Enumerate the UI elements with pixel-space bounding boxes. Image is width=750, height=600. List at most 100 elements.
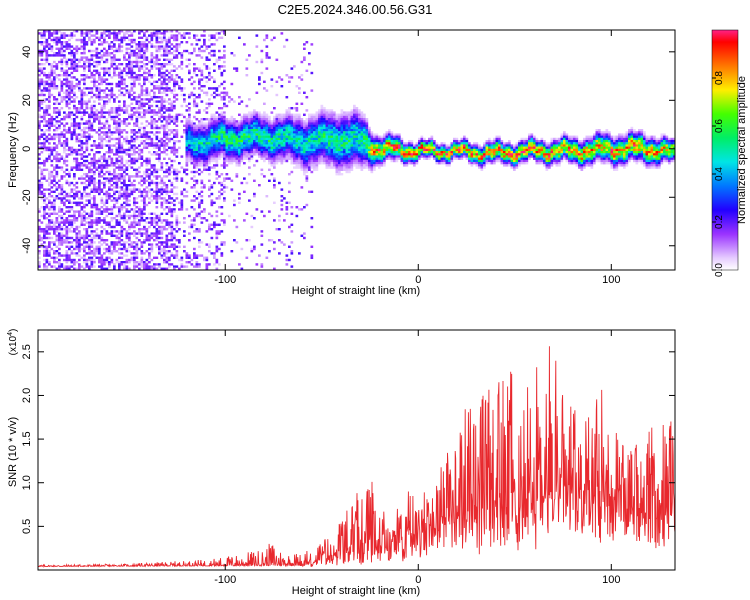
heatmap-cell [73,263,76,266]
heatmap-cell [265,131,269,134]
heatmap-cell [128,234,131,237]
heatmap-cell [235,144,239,147]
heatmap-cell [48,129,51,132]
heatmap-cell [188,126,191,130]
heatmap-cell [285,113,289,116]
heatmap-cell [73,173,76,176]
heatmap-cell [175,113,179,116]
heatmap-cell [218,140,221,143]
heatmap-cell [120,151,124,154]
heatmap-cell [188,131,191,134]
heatmap-cell [295,129,299,132]
heatmap-cell [120,131,124,134]
heatmap-cell [163,91,166,94]
heatmap-cell [103,247,106,251]
heatmap-cell [158,241,161,244]
heatmap-cell [90,261,94,264]
heatmap-cell [93,190,96,193]
heatmap-cell [190,142,194,145]
heatmap-cell [263,135,266,138]
heatmap-cell [55,159,59,163]
heatmap-cell [75,122,79,125]
heatmap-cell [243,124,246,127]
heatmap-cell [100,225,104,229]
heatmap-cell [185,159,189,163]
heatmap-cell [150,221,154,224]
heatmap-cell [245,67,249,70]
heatmap-cell [95,111,99,114]
heatmap-cell [90,135,94,138]
heatmap-cell [260,243,264,246]
heatmap-cell [248,111,251,114]
heatmap-cell [48,96,51,99]
heatmap-cell [68,89,71,92]
heatmap-cell [105,135,109,138]
heatmap-cell [193,133,196,136]
heatmap-cell [280,159,284,163]
heatmap-cell [215,144,219,147]
heatmap-cell [73,34,76,37]
heatmap-cell [155,151,159,154]
heatmap-cell [118,192,121,196]
heatmap-cell [163,63,166,66]
heatmap-cell [210,49,214,53]
heatmap-cell [163,181,166,185]
heatmap-cell [283,153,286,156]
heatmap-cell [90,104,94,108]
heatmap-cell [145,38,149,42]
heatmap-cell [130,166,134,169]
heatmap-cell [160,188,164,191]
heatmap-cell [188,146,191,149]
heatmap-cell [218,115,221,119]
heatmap-cell [268,120,271,123]
heatmap-cell [213,113,216,116]
heatmap-cell [155,217,159,220]
heatmap-cell [255,137,259,141]
heatmap-cell [140,192,144,196]
heatmap-cell [50,118,54,121]
heatmap-cell [130,243,134,246]
heatmap-cell [208,124,211,127]
heatmap-cell [88,120,91,123]
heatmap-cell [275,157,279,160]
heatmap-cell [68,210,71,213]
heatmap-cell [195,96,199,99]
heatmap-cell [190,170,194,174]
heatmap-cell [130,221,134,224]
heatmap-cell [93,155,96,158]
heatmap-cell [43,45,46,48]
heatmap-cell [43,188,46,191]
heatmap-cell [203,43,206,46]
heatmap-cell [133,124,136,127]
heatmap-cell [105,87,109,90]
heatmap-cell [168,170,171,174]
heatmap-cell [78,111,81,114]
heatmap-cell [113,115,116,119]
heatmap-cell [205,111,209,114]
heatmap-cell [55,41,59,44]
heatmap-cell [128,115,131,119]
heatmap-cell [140,126,144,130]
heatmap-cell [120,263,124,266]
heatmap-cell [188,159,191,163]
heatmap-cell [55,153,59,156]
heatmap-cell [173,140,176,143]
heatmap-cell [188,137,191,141]
heatmap-cell [123,228,126,231]
heatmap-cell [85,102,89,105]
heatmap-cell [48,54,51,57]
heatmap-cell [160,126,164,130]
heatmap-cell [258,124,261,127]
heatmap-cell [65,129,69,132]
heatmap-cell [180,201,184,204]
heatmap-cell [55,30,59,33]
heatmap-cell [208,98,211,101]
heatmap-cell [88,214,91,218]
heatmap-cell [68,146,71,149]
heatmap-cell [68,85,71,88]
heatmap-cell [60,89,64,92]
heatmap-cell [45,87,49,90]
heatmap-cell [228,120,231,123]
heatmap-cell [295,107,299,110]
heatmap-cell [148,91,151,94]
